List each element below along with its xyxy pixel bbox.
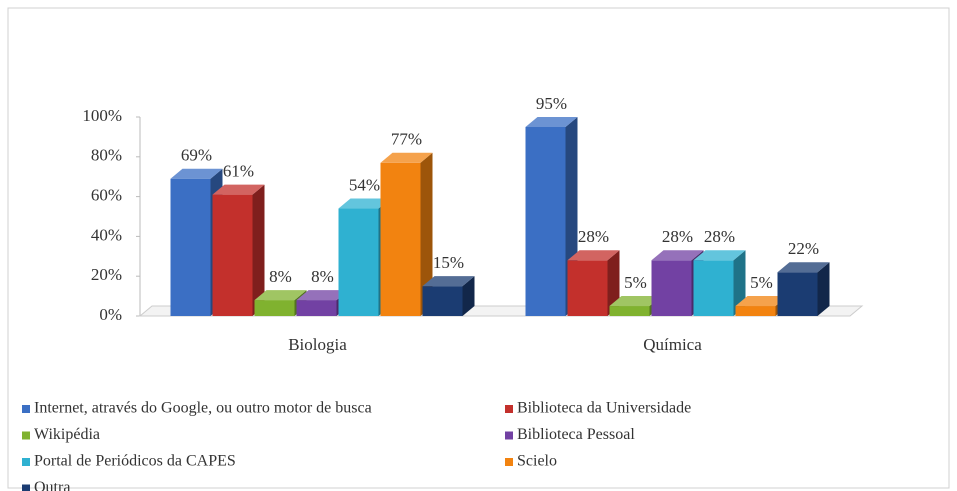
- bar-top: [525, 116, 578, 127]
- y-tick-label: 0%: [99, 305, 122, 324]
- bar-side: [733, 250, 746, 316]
- data-label: 61%: [223, 162, 254, 181]
- bar: [338, 208, 379, 316]
- bar: [212, 194, 253, 316]
- data-label: 22%: [788, 239, 819, 258]
- data-label: 8%: [269, 267, 292, 286]
- legend-swatch: [505, 405, 513, 413]
- frame: [7, 7, 950, 489]
- data-label: 77%: [391, 130, 422, 149]
- data-label: 5%: [624, 273, 647, 292]
- bar-top: [338, 198, 391, 209]
- bar-top: [735, 296, 788, 307]
- bar-top: [422, 276, 475, 287]
- bar: [170, 178, 211, 316]
- legend-swatch: [22, 458, 30, 466]
- bar-top: [170, 168, 223, 179]
- bar: [380, 162, 421, 316]
- bar-top: [651, 250, 704, 261]
- bar: [777, 272, 818, 316]
- data-label: 5%: [750, 273, 773, 292]
- bar-top: [609, 296, 662, 307]
- bar: [422, 286, 463, 316]
- legend-label: Outra: [34, 479, 70, 491]
- legend-label: Portal de Periódicos da CAPES: [34, 453, 236, 470]
- bar-side: [252, 184, 265, 316]
- y-tick-label: 60%: [91, 186, 122, 205]
- legend-label: Biblioteca Pessoal: [517, 426, 635, 443]
- legend-label: Biblioteca da Universidade: [517, 400, 691, 417]
- y-tick-label: 100%: [82, 106, 122, 125]
- legend-swatch: [505, 431, 513, 440]
- x-tick-label: Química: [643, 335, 702, 354]
- legend-swatch: [22, 484, 30, 491]
- bar: [693, 260, 734, 316]
- data-label: 15%: [433, 253, 464, 272]
- bar: [254, 300, 295, 316]
- legend-label: Internet, através do Google, ou outro mo…: [34, 400, 372, 417]
- legend-label: Wikipédia: [34, 426, 100, 443]
- bar-side: [607, 250, 620, 316]
- bar-top: [254, 290, 307, 301]
- legend-swatch: [22, 405, 30, 413]
- y-tick-label: 40%: [91, 225, 122, 244]
- data-label: 69%: [181, 146, 212, 165]
- y-tick-label: 20%: [91, 265, 122, 284]
- bar-top: [567, 250, 620, 261]
- bar: [735, 306, 776, 316]
- data-label: 95%: [536, 94, 567, 113]
- data-label: 8%: [311, 267, 334, 286]
- legend-swatch: [22, 431, 30, 440]
- bar-top: [693, 250, 746, 261]
- data-label: 28%: [662, 227, 693, 246]
- bar: [567, 260, 608, 316]
- bar-top: [296, 290, 349, 301]
- bar-top: [212, 184, 265, 195]
- bar-top: [380, 152, 433, 163]
- bar: [296, 300, 337, 316]
- legend-swatch: [505, 458, 513, 466]
- bar: [651, 260, 692, 316]
- bar-side: [462, 276, 475, 316]
- bar: [525, 126, 566, 316]
- bar-side: [817, 262, 830, 316]
- x-tick-label: Biologia: [288, 335, 347, 354]
- bar-top: [777, 262, 830, 273]
- data-label: 28%: [704, 227, 735, 246]
- bar: [609, 306, 650, 316]
- data-label: 28%: [578, 227, 609, 246]
- y-tick-label: 80%: [91, 146, 122, 165]
- data-label: 54%: [349, 175, 380, 194]
- bar-side: [420, 152, 433, 316]
- legend-label: Scielo: [517, 453, 557, 470]
